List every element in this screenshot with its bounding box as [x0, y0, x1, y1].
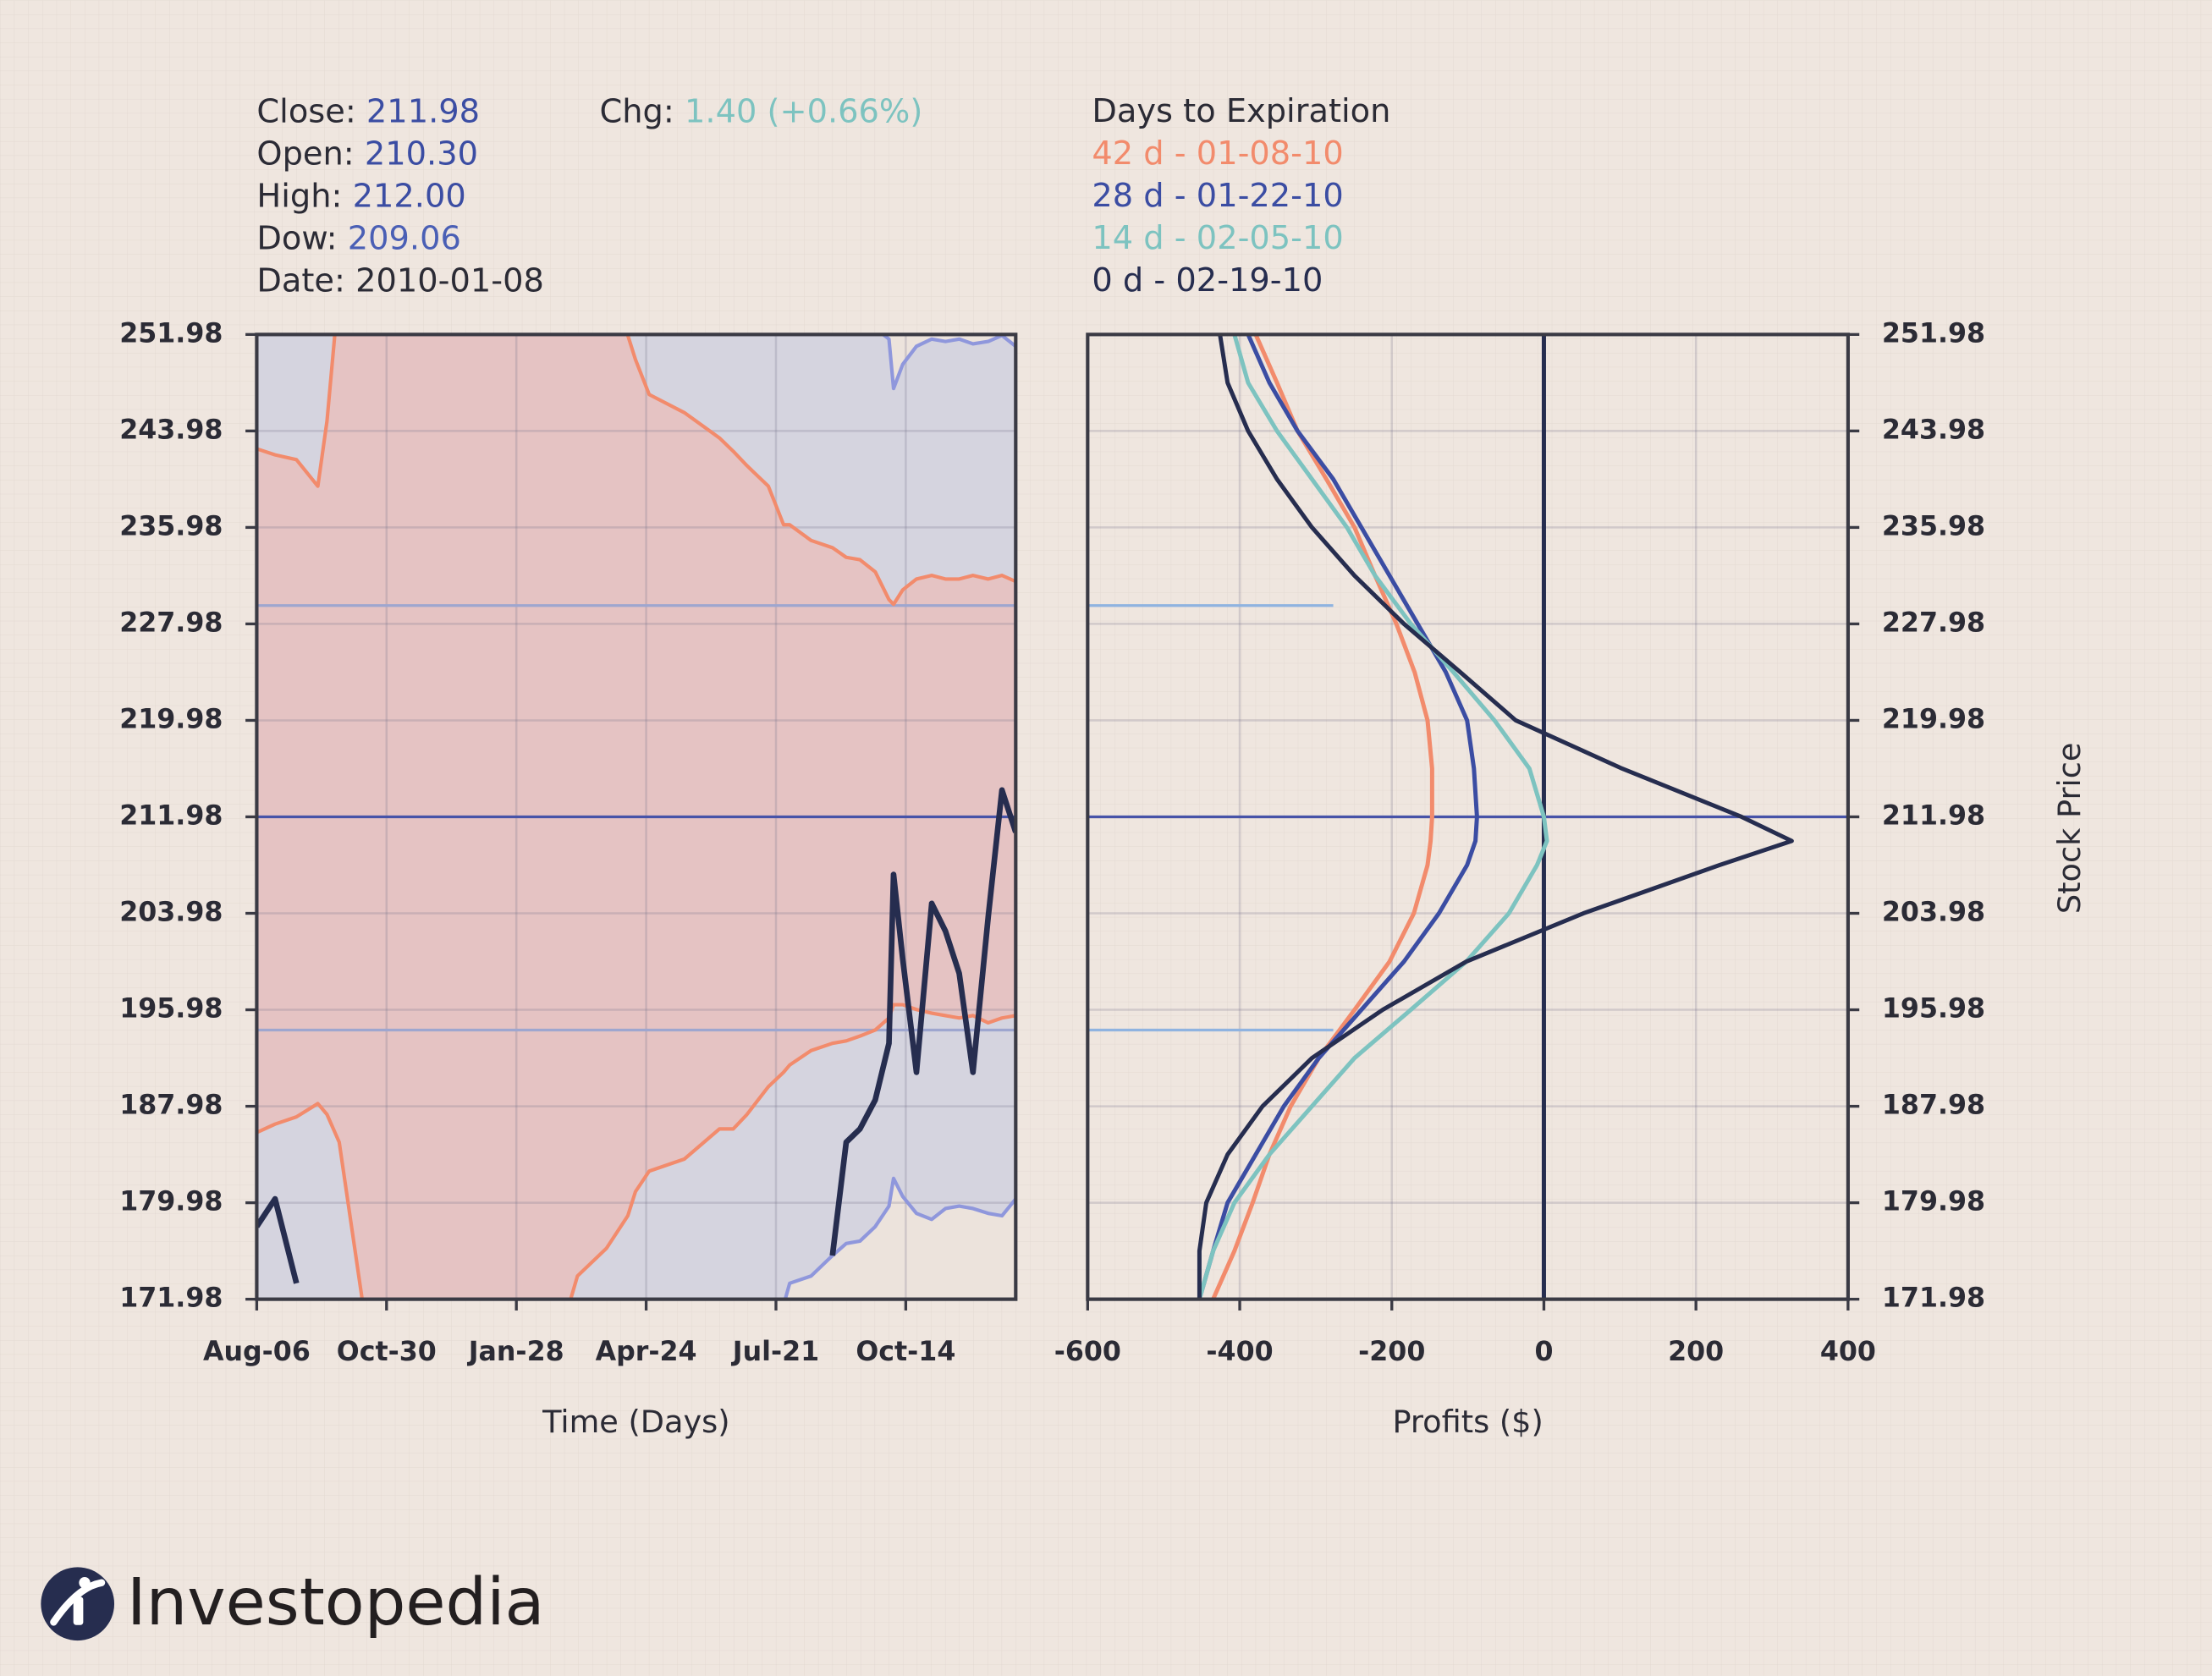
- plot-area: [256, 334, 1016, 1300]
- y-tick-label: 171.98: [119, 1283, 223, 1314]
- x-axis-label: Profits ($): [1392, 1404, 1543, 1440]
- info-value: 212.00: [353, 177, 466, 215]
- y-tick-label: 203.98: [119, 898, 223, 928]
- info-label: Close:: [256, 92, 355, 130]
- info-value: 210.30: [365, 135, 478, 173]
- y-tick-label: 187.98: [1882, 1091, 1985, 1121]
- y-tick-label: 219.98: [1882, 704, 1985, 734]
- x-tick-label: Oct-30: [337, 1337, 437, 1367]
- info-label: Chg:: [600, 92, 674, 130]
- info-value: 211.98: [366, 92, 480, 130]
- info-line: Date: 2010-01-08: [256, 261, 543, 299]
- info-value: 209.06: [348, 219, 461, 257]
- x-tick-label: Jul-21: [731, 1337, 819, 1367]
- logo-text: Investopedia: [127, 1565, 544, 1640]
- series-line: [256, 334, 1016, 607]
- y-tick-label: 235.98: [119, 511, 223, 541]
- x-tick-label: 0: [1534, 1337, 1553, 1367]
- y-axis-label: Stock Price: [2051, 743, 2088, 915]
- y-tick-label: 203.98: [1882, 898, 1985, 928]
- legend-entry: 28 d - 01-22-10: [1092, 177, 1343, 215]
- x-tick-label: Jan-28: [467, 1337, 564, 1367]
- info-label: Dow:: [256, 219, 337, 257]
- profit-curve: [1197, 334, 1479, 1300]
- info-line: Close: 211.98: [256, 92, 480, 130]
- info-label: Open:: [256, 135, 354, 173]
- x-tick-label: Aug-06: [203, 1337, 311, 1367]
- info-label: High:: [256, 177, 342, 215]
- y-tick-label: 219.98: [119, 704, 223, 734]
- x-tick-label: 200: [1668, 1337, 1724, 1367]
- y-tick-label: 235.98: [1882, 511, 1985, 541]
- y-tick-label: 243.98: [119, 415, 223, 445]
- x-tick-label: 400: [1820, 1337, 1876, 1367]
- x-axis-label: Time (Days): [542, 1404, 729, 1440]
- info-line: Dow: 209.06: [256, 219, 460, 257]
- y-tick-label: 195.98: [1882, 994, 1985, 1025]
- x-tick-label: -400: [1206, 1337, 1273, 1367]
- y-tick-label: 211.98: [119, 800, 223, 831]
- y-tick-label: 179.98: [119, 1187, 223, 1217]
- legend-title: Days to Expiration: [1092, 92, 1390, 130]
- y-tick-label: 251.98: [1882, 318, 1985, 349]
- y-tick-label: 251.98: [119, 318, 223, 349]
- series-line: [256, 1003, 1016, 1300]
- x-tick-label: -200: [1358, 1337, 1425, 1367]
- legend-entry: 42 d - 01-08-10: [1092, 135, 1343, 173]
- y-tick-label: 243.98: [1882, 415, 1985, 445]
- series-line: [880, 334, 1016, 391]
- logo-icon: [41, 1567, 115, 1641]
- series-line: [256, 787, 1016, 1284]
- info-label: Date:: [256, 261, 345, 299]
- legend-entry: 0 d - 02-19-10: [1092, 261, 1323, 299]
- info-line: High: 212.00: [256, 177, 465, 215]
- profit-curve: [1211, 334, 1434, 1300]
- x-tick-label: Oct-14: [856, 1337, 955, 1367]
- y-tick-label: 171.98: [1882, 1283, 1985, 1314]
- y-tick-label: 227.98: [119, 607, 223, 638]
- x-tick-label: -600: [1054, 1337, 1121, 1367]
- x-tick-label: Apr-24: [596, 1337, 697, 1367]
- info-value: 2010-01-08: [355, 261, 544, 299]
- profit-curve: [1197, 334, 1794, 1300]
- profit-curve: [1197, 334, 1549, 1300]
- series-line: [783, 1176, 1016, 1300]
- info-value: 1.40 (+0.66%): [685, 92, 922, 130]
- info-line: Open: 210.30: [256, 135, 478, 173]
- y-tick-label: 179.98: [1882, 1187, 1985, 1217]
- y-tick-label: 187.98: [119, 1091, 223, 1121]
- y-tick-label: 195.98: [119, 994, 223, 1025]
- plot-area: [1087, 334, 1848, 1300]
- info-line: Chg: 1.40 (+0.66%): [600, 92, 923, 130]
- y-tick-label: 211.98: [1882, 800, 1985, 831]
- legend-entry: 14 d - 02-05-10: [1092, 219, 1343, 257]
- y-tick-label: 227.98: [1882, 607, 1985, 638]
